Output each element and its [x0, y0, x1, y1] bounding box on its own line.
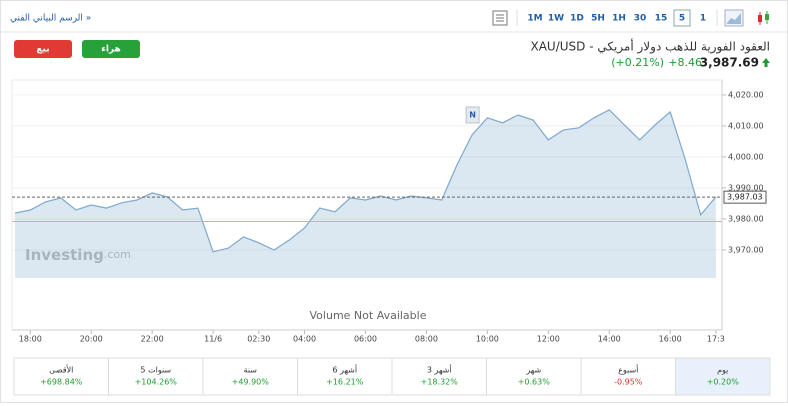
watermark-part: Investing — [25, 246, 104, 264]
perf-value: +49.90% — [232, 378, 270, 387]
y-tick-label: 4,020.00 — [728, 90, 764, 99]
perf-cell[interactable] — [202, 357, 298, 396]
x-tick-label: 02:30 — [247, 335, 270, 344]
area — [15, 109, 716, 278]
perf-label: 6 أشهر — [332, 365, 357, 375]
x-tick-label: 11/6 — [204, 335, 222, 344]
toolbar-icon[interactable] — [492, 10, 508, 26]
change-pct: (+0.21%) — [611, 56, 664, 69]
timeframe-selected — [673, 9, 691, 27]
perf-value: +18.32% — [421, 378, 459, 387]
timeframe[interactable]: 15 — [655, 14, 668, 24]
x-tick-label: 18:00 — [19, 335, 42, 344]
x-tick-label: 22:00 — [141, 335, 164, 344]
sell-button[interactable] — [14, 40, 72, 58]
perf-value: +0.63% — [518, 378, 551, 387]
perf-label: 5 سنوات — [140, 366, 171, 375]
buy-label[interactable]: هراء — [101, 45, 121, 55]
instrument-title: XAU/USD - العقود الفورية للذهب دولار أمر… — [530, 39, 770, 55]
up-arrow — [762, 58, 770, 67]
area-chart-icon[interactable] — [724, 9, 744, 27]
perf-label: الأقصى — [49, 365, 73, 375]
perf-value: +104.26% — [135, 378, 178, 387]
news-marker[interactable] — [465, 106, 480, 124]
perf-cell[interactable] — [297, 357, 393, 396]
perf-label: يوم — [717, 366, 728, 375]
price-line — [14, 109, 717, 253]
timeframe[interactable]: 30 — [634, 14, 647, 24]
watermark-part: .com — [104, 248, 131, 261]
candle-icon[interactable] — [758, 11, 769, 25]
news-marker-label[interactable]: N — [469, 111, 476, 120]
y-tick-label: 3,990.00 — [728, 183, 764, 192]
x-tick-label: 12:00 — [537, 335, 560, 344]
perf-cell[interactable] — [108, 357, 204, 396]
change: +8.46 — [668, 56, 702, 69]
last-price-box — [723, 190, 767, 204]
timeframe[interactable]: 5H — [591, 14, 605, 24]
perf-cell[interactable] — [675, 357, 771, 396]
chart-link[interactable]: الرسم البياني الفني » — [10, 14, 91, 24]
perf-cell[interactable] — [13, 357, 109, 396]
last-price-label: 3,987.03 — [727, 193, 763, 202]
timeframe[interactable]: 1W — [548, 14, 564, 24]
x-tick-label: 10:00 — [476, 335, 499, 344]
perf-label: شهر — [525, 366, 541, 375]
timeframe[interactable]: 1H — [612, 14, 626, 24]
perf-value: +0.20% — [707, 378, 740, 387]
perf-value: +16.21% — [326, 378, 364, 387]
perf-label: سنة — [244, 366, 258, 375]
timeframe[interactable]: 1 — [700, 14, 706, 24]
timeframe[interactable]: 5 — [679, 14, 685, 24]
perf-cell[interactable] — [580, 357, 676, 396]
perf-label: 3 أشهر — [427, 365, 452, 375]
perf-label: أسبوع — [618, 365, 638, 375]
perf-cell[interactable] — [486, 357, 582, 396]
plot: Investing.com N Volume Not Available — [12, 94, 726, 334]
perf-value: +698.84% — [40, 378, 83, 387]
sell-label[interactable]: بيع — [36, 45, 49, 55]
perf-cell[interactable] — [391, 357, 487, 396]
y-tick-label: 3,980.00 — [728, 214, 764, 223]
perf-value: -0.95% — [614, 378, 643, 387]
y-tick-label: 4,000.00 — [728, 152, 764, 161]
annotation: Volume Not Available — [310, 309, 427, 322]
timeframe[interactable]: 1M — [527, 14, 542, 24]
x-tick-label: 06:00 — [354, 335, 377, 344]
buy-button[interactable] — [82, 40, 140, 58]
x-tick-label: 04:00 — [293, 335, 316, 344]
price: 3,987.69 — [700, 56, 759, 70]
x-tick-label: 20:00 — [80, 335, 103, 344]
watermark: Investing.com — [25, 246, 131, 264]
y-tick-label: 4,010.00 — [728, 121, 764, 130]
x-tick-label: 08:00 — [415, 335, 438, 344]
x-tick-label: 16:00 — [659, 335, 682, 344]
performance-table: الأقصى +698.84% 5 سنوات +104.26% سنة +49.90% 6… — [13, 357, 771, 396]
timeframe[interactable]: 1D — [570, 14, 584, 24]
x-tick-label: 14:00 — [598, 335, 621, 344]
y-tick-label: 3,970.00 — [728, 245, 764, 254]
x-tick-label: 17:3 — [707, 335, 725, 344]
